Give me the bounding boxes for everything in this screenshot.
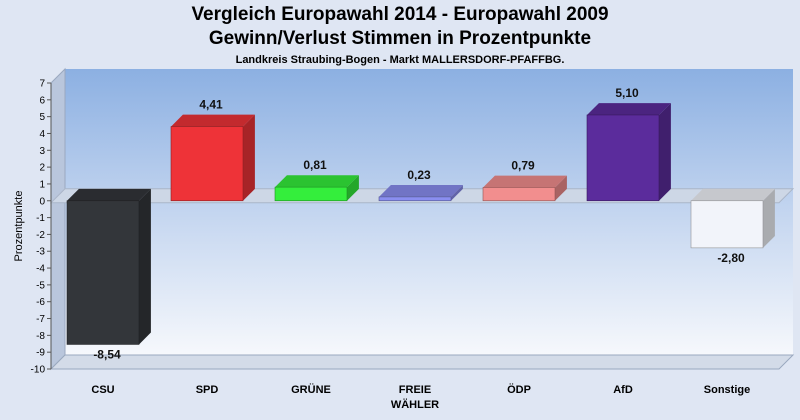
bar--dp: [482, 175, 567, 202]
y-tick-label: 3: [39, 146, 45, 157]
bar-csu: [66, 188, 151, 345]
y-axis-title: Prozentpunkte: [13, 191, 25, 262]
bar-side: [243, 114, 255, 201]
bar-front: [690, 200, 764, 249]
bar-side: [763, 188, 775, 248]
plot-side-wall: [50, 67, 66, 371]
y-tick-label: 6: [39, 95, 45, 106]
bar-front: [170, 126, 244, 202]
chart-title: Vergleich Europawahl 2014 - Europawahl 2…: [191, 4, 609, 25]
x-category-label: SPD: [196, 384, 219, 396]
bar-value-label: -8,54: [93, 347, 121, 361]
x-category-label: ÖDP: [507, 383, 531, 396]
bar-side: [451, 184, 463, 201]
bar-top: [67, 188, 151, 201]
y-tick-label: 1: [39, 179, 45, 190]
y-tick-label: 2: [39, 163, 45, 174]
x-category-label-line2: WÄHLER: [391, 398, 439, 411]
bar-front: [274, 186, 348, 202]
bar-freie: [378, 184, 463, 202]
bar-side: [139, 188, 151, 345]
chart-subtitle: Landkreis Straubing-Bogen - Markt MALLER…: [235, 54, 565, 66]
bar-value-label: 0,23: [407, 168, 431, 182]
x-category-label: FREIE: [399, 384, 431, 396]
y-tick-label: -6: [36, 297, 45, 308]
chart-title-line2: Gewinn/Verlust Stimmen in Prozentpunkte: [208, 28, 592, 49]
bar-value-label: 4,41: [199, 98, 223, 112]
bar-value-label: -2,80: [717, 251, 745, 265]
plot-floor: [49, 354, 795, 370]
bar-gr-ne: [274, 175, 359, 202]
bar-value-label: 0,79: [511, 159, 535, 173]
bar-top: [587, 103, 671, 115]
y-tick-label: -1: [36, 213, 45, 224]
y-tick-label: -7: [36, 314, 45, 325]
bar-value-label: 5,10: [615, 86, 639, 100]
bar-top: [171, 114, 255, 127]
bar-top: [275, 175, 359, 188]
x-category-label: CSU: [91, 384, 114, 396]
bar-front: [586, 114, 660, 202]
bar-front: [66, 200, 140, 345]
bar-front: [378, 196, 452, 202]
y-tick-label: -4: [36, 264, 45, 275]
y-tick-label: -10: [31, 365, 46, 376]
y-tick-label: 0: [39, 196, 45, 207]
bar-sonstige: [690, 188, 775, 249]
bar-front: [482, 187, 556, 202]
bar-spd: [170, 114, 255, 202]
y-tick-label: -9: [36, 348, 45, 359]
y-tick-label: -2: [36, 230, 45, 241]
bar-side: [555, 175, 567, 201]
y-tick-label: -5: [36, 280, 45, 291]
x-category-label: Sonstige: [704, 384, 750, 396]
bar-side: [659, 103, 671, 201]
y-tick-label: -3: [36, 247, 45, 258]
bar-afd: [586, 103, 671, 202]
x-category-label: GRÜNE: [291, 383, 331, 396]
y-tick-label: 4: [39, 129, 45, 140]
bar-value-label: 0,81: [303, 158, 327, 172]
bar-side: [347, 175, 359, 201]
x-category-label: AfD: [613, 384, 633, 396]
bar-top: [379, 184, 463, 197]
bar-top: [483, 175, 567, 188]
plot-back-wall: [65, 69, 793, 355]
y-tick-label: -8: [36, 331, 45, 342]
y-tick-label: 5: [39, 112, 45, 123]
bar-top: [691, 188, 775, 201]
y-tick-label: 7: [39, 79, 45, 90]
